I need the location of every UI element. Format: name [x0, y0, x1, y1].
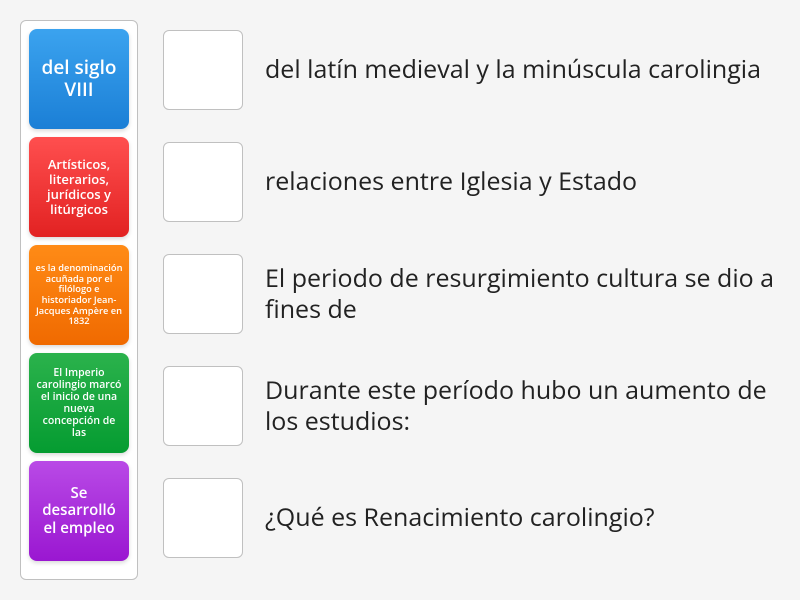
tiles-column: del siglo VIII Artísticos, literarios, j… — [20, 20, 138, 580]
tile-item[interactable]: del siglo VIII — [29, 29, 129, 129]
answers-column: del latín medieval y la minúscula caroli… — [163, 20, 780, 580]
drop-zone[interactable] — [163, 254, 243, 334]
answer-row: Durante este período hubo un aumento de … — [163, 356, 780, 456]
answer-text: del latín medieval y la minúscula caroli… — [265, 54, 780, 85]
answer-text: El periodo de resurgimiento cultura se d… — [265, 263, 780, 326]
drop-zone[interactable] — [163, 366, 243, 446]
answer-text: Durante este período hubo un aumento de … — [265, 375, 780, 438]
quiz-container: del siglo VIII Artísticos, literarios, j… — [0, 0, 800, 600]
tile-item[interactable]: es la denominación acuñada por el filólo… — [29, 245, 129, 345]
tile-item[interactable]: Se desarrolló el empleo — [29, 461, 129, 561]
answer-row: ¿Qué es Renacimiento carolingio? — [163, 468, 780, 568]
tile-item[interactable]: El Imperio carolingio marcó el inicio de… — [29, 353, 129, 453]
answer-text: ¿Qué es Renacimiento carolingio? — [265, 502, 780, 533]
answer-row: relaciones entre Iglesia y Estado — [163, 132, 780, 232]
drop-zone[interactable] — [163, 142, 243, 222]
answer-text: relaciones entre Iglesia y Estado — [265, 166, 780, 197]
drop-zone[interactable] — [163, 30, 243, 110]
answer-row: El periodo de resurgimiento cultura se d… — [163, 244, 780, 344]
drop-zone[interactable] — [163, 478, 243, 558]
answer-row: del latín medieval y la minúscula caroli… — [163, 20, 780, 120]
tile-item[interactable]: Artísticos, literarios, jurídicos y litú… — [29, 137, 129, 237]
